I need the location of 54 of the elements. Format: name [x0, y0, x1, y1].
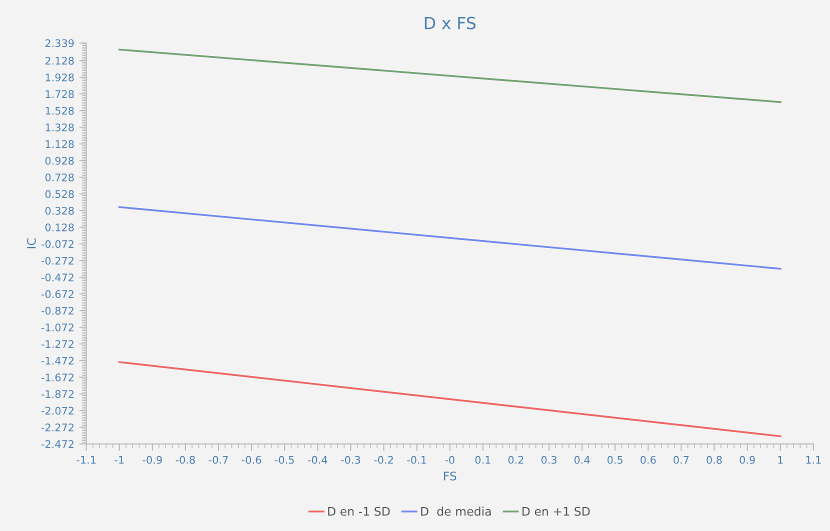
y-tick-label: -0.872: [41, 306, 74, 315]
x-tick-label: 0.5: [608, 456, 622, 464]
y-tick-label: 0.328: [45, 206, 74, 215]
x-tick-label: 0.2: [508, 456, 524, 464]
x-tick-label: 0.4: [574, 456, 590, 464]
y-tick-label: -1.072: [41, 323, 74, 332]
y-tick-label: 2.339: [45, 39, 74, 48]
y-tick-label: -0.472: [41, 273, 74, 282]
y-tick-label: 1.128: [46, 140, 74, 148]
x-tick-label: 1.1: [806, 456, 821, 464]
y-tick-label: 2.128: [45, 56, 74, 65]
y-tick-label: 0.528: [45, 190, 74, 198]
y-tick-label: -1.872: [41, 390, 74, 398]
x-tick-label: -0.3: [341, 456, 360, 464]
y-tick-label: 1.528: [46, 106, 74, 115]
x-tick-label: -1.1: [76, 456, 96, 464]
legend-label: D en +1 SD: [522, 506, 590, 516]
y-tick-label: -2.072: [41, 406, 74, 415]
x-tick-label: -0.1: [407, 456, 426, 464]
y-tick-label: 1.728: [46, 90, 74, 98]
x-tick-label: 0.3: [541, 456, 556, 464]
x-tick-label: -0.9: [142, 456, 162, 464]
x-tick-label: -0.6: [242, 456, 262, 464]
x-tick-label: -0.4: [308, 456, 328, 464]
y-tick-label: 1.328: [46, 123, 74, 132]
y-tick-label: -0.672: [41, 290, 74, 298]
y-tick-label: 0.128: [45, 223, 74, 232]
legend-label: D de media: [421, 506, 491, 516]
x-axis-title: FS: [444, 472, 456, 480]
x-tick-label: 0.1: [475, 456, 490, 464]
x-tick-label: -1: [114, 456, 124, 464]
x-tick-label: 0.9: [740, 456, 755, 464]
x-tick-label: -0: [445, 456, 454, 464]
y-tick-label: -1.472: [41, 356, 74, 365]
x-tick-label: -0.5: [274, 456, 294, 464]
x-tick-label: 0.8: [706, 456, 722, 464]
y-tick-label: 0.728: [45, 173, 74, 182]
y-tick-label: 1.928: [46, 73, 74, 82]
y-tick-label: -1.672: [41, 373, 74, 382]
x-tick-label: -0.8: [176, 456, 195, 464]
x-tick-label: 0.7: [674, 456, 689, 464]
y-tick-label: 0.928: [45, 156, 74, 165]
y-tick-label: -0.072: [41, 240, 74, 248]
chart-title: D x FS: [424, 16, 476, 30]
x-tick-label: -0.2: [374, 456, 393, 464]
y-axis-title: IC: [26, 238, 36, 248]
y-tick-label: -2.472: [41, 440, 74, 448]
y-tick-label: -2.272: [41, 423, 74, 432]
y-tick-label: -0.272: [41, 256, 74, 265]
legend-label: D en -1 SD: [328, 506, 390, 516]
x-tick-label: 0.6: [640, 456, 656, 464]
x-tick-label: 1: [778, 456, 783, 464]
x-tick-label: -0.7: [208, 456, 228, 464]
y-tick-label: -1.272: [41, 340, 74, 348]
